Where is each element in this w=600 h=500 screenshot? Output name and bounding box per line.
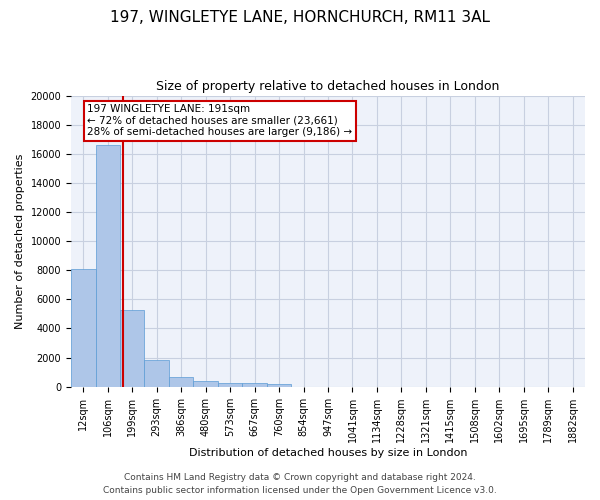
Bar xyxy=(95,145,120,386)
Bar xyxy=(145,360,169,386)
X-axis label: Distribution of detached houses by size in London: Distribution of detached houses by size … xyxy=(189,448,467,458)
Text: Contains HM Land Registry data © Crown copyright and database right 2024.
Contai: Contains HM Land Registry data © Crown c… xyxy=(103,474,497,495)
Text: 197, WINGLETYE LANE, HORNCHURCH, RM11 3AL: 197, WINGLETYE LANE, HORNCHURCH, RM11 3A… xyxy=(110,10,490,25)
Bar xyxy=(169,376,193,386)
Bar xyxy=(267,384,292,386)
Bar xyxy=(242,384,267,386)
Bar xyxy=(71,269,95,386)
Bar xyxy=(193,381,218,386)
Text: 197 WINGLETYE LANE: 191sqm
← 72% of detached houses are smaller (23,661)
28% of : 197 WINGLETYE LANE: 191sqm ← 72% of deta… xyxy=(88,104,353,138)
Title: Size of property relative to detached houses in London: Size of property relative to detached ho… xyxy=(157,80,500,93)
Bar xyxy=(120,310,145,386)
Bar xyxy=(218,382,242,386)
Y-axis label: Number of detached properties: Number of detached properties xyxy=(15,154,25,329)
